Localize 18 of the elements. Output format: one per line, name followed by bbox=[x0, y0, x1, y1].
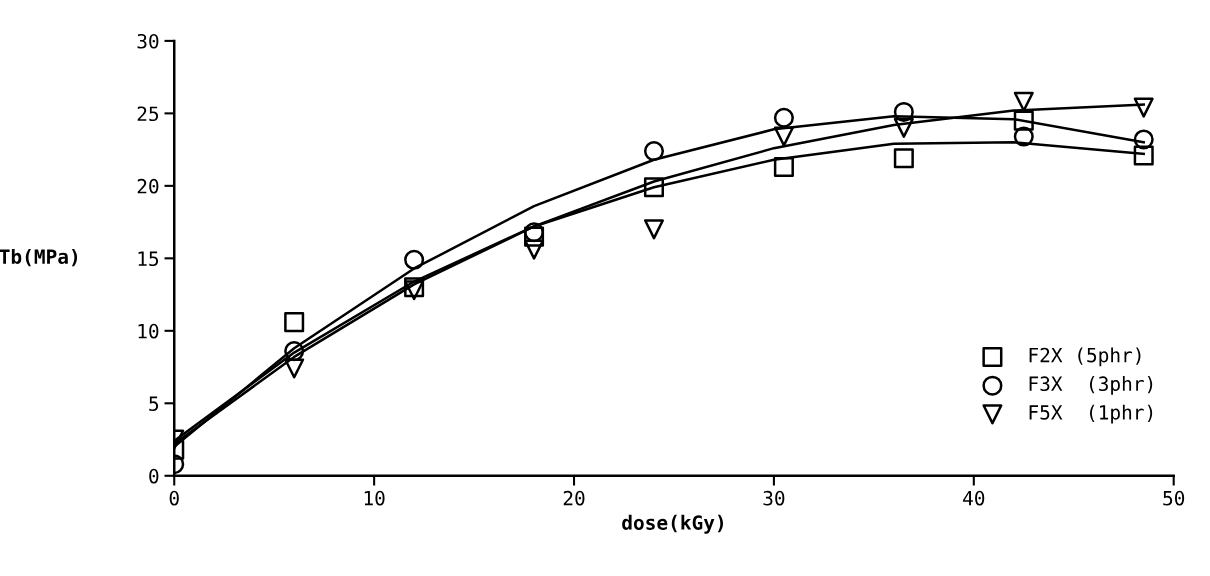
x-tick-label: 50 bbox=[1163, 490, 1185, 506]
legend-label: F2X (5phr) bbox=[1029, 347, 1141, 367]
x-tick-label: 40 bbox=[963, 490, 985, 506]
y-axis-title: Tb(MPa) bbox=[0, 248, 78, 267]
y-tick-label: 10 bbox=[138, 323, 159, 339]
legend-label: F3X (3phr) bbox=[1029, 376, 1153, 395]
x-axis-title: dose(kGy) bbox=[622, 514, 724, 534]
y-tick-label: 30 bbox=[137, 33, 159, 49]
y-tick-label: 25 bbox=[137, 106, 159, 122]
x-tick-label: 30 bbox=[763, 490, 785, 506]
y-tick-label: 20 bbox=[137, 178, 159, 194]
y-tick-label: 0 bbox=[149, 468, 159, 484]
y-tick-label: 15 bbox=[138, 251, 159, 267]
x-tick-label: 20 bbox=[563, 490, 585, 506]
legend-label: F5X (1phr) bbox=[1029, 404, 1153, 424]
y-tick-label: 5 bbox=[149, 396, 159, 412]
x-tick-label: 10 bbox=[364, 490, 385, 506]
x-tick-label: 0 bbox=[169, 490, 179, 506]
